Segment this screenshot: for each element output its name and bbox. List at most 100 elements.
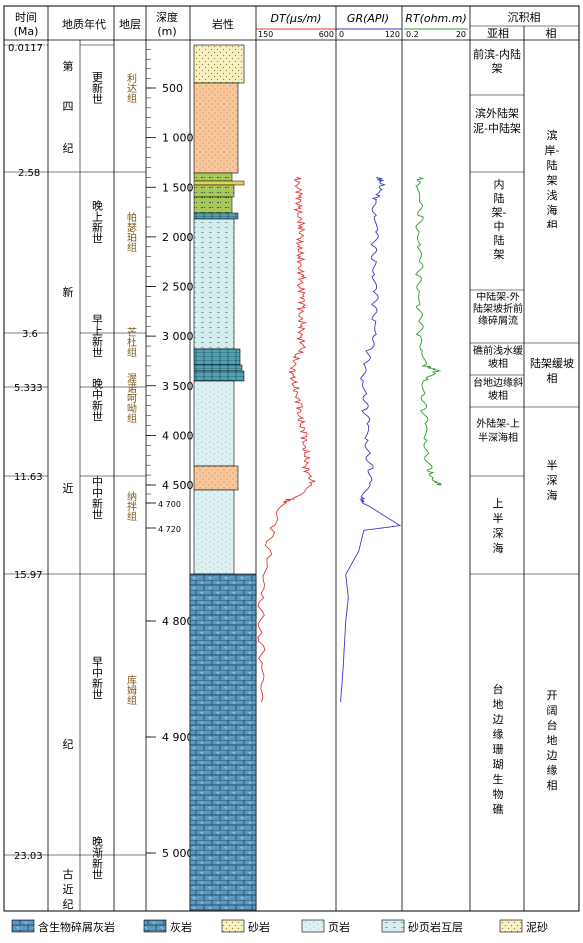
depth-tick-label: 3 500 (162, 380, 194, 393)
epoch-label: 晚渐新世 (91, 836, 104, 880)
lithology-column (189, 44, 257, 911)
formation-labels: 利达组 帕瑟珀组 芒杜组 渥诺呵呦组 纳拌组 库姆组 (125, 73, 137, 705)
legend-swatch (381, 919, 405, 933)
depth-tick-label: 4 500 (162, 479, 194, 492)
formation-label: 帕瑟珀组 (125, 211, 137, 252)
formation-label: 芒杜组 (125, 326, 137, 357)
time-tick: 3.6 (22, 329, 38, 340)
depth-tick-label: 5 000 (162, 847, 194, 860)
header-lithology: 岩性 (212, 17, 234, 31)
dt-scale-max: 600 (319, 30, 334, 39)
age-boundaries (48, 40, 146, 911)
depth-tick-label: 4 000 (162, 429, 194, 442)
litho-sand (193, 44, 245, 84)
depth-tick-label: 4 800 (162, 615, 194, 628)
rt-log-curve (415, 176, 442, 486)
header-time-unit: (Ma) (14, 25, 39, 38)
time-tick: 5.333 (14, 383, 43, 394)
facies-label: 陆架缓坡相 (530, 357, 574, 385)
dt-scale-min: 150 (258, 30, 273, 39)
formation-label: 纳拌组 (125, 490, 137, 521)
header-facies: 沉积相 (508, 11, 541, 24)
legend-label: 页岩 (328, 920, 350, 934)
rt-scale-min: 0.2 (406, 30, 419, 39)
legend-label: 砂页岩互层 (408, 920, 463, 934)
header-rt: RT(ohm.m) (405, 12, 467, 25)
litho-lime-band (193, 364, 243, 372)
column-lines (47, 6, 525, 911)
subfacies-label: 台地边缘珊瑚生物礁 (492, 683, 504, 816)
gr-scale-min: 0 (339, 30, 344, 39)
legend: 含生物碎屑灰岩 灰岩 砂岩 页岩 砂页岩互层 泥砂 (11, 919, 548, 934)
time-tick: 2.58 (18, 168, 40, 179)
era-char: 纪 (63, 738, 74, 751)
era-labels: 第 四 纪 新 近 纪 古 近 纪 (63, 59, 74, 911)
header-depth: 深度 (156, 10, 178, 24)
facies-label: 半深海 (546, 459, 558, 502)
era-char: 第 (63, 59, 74, 73)
depth-tick-label: 4 720 (158, 525, 181, 534)
header-time: 时间 (15, 11, 37, 24)
figure-frame (3, 5, 580, 912)
header-subfacies: 亚相 (487, 27, 509, 40)
litho-interbed (193, 196, 233, 214)
gr-log-curve (340, 176, 402, 703)
rt-scale-max: 20 (456, 30, 466, 39)
subfacies-label: 外陆架-上半深海相 (476, 419, 520, 444)
time-ticks: 0.0117 2.58 3.6 5.333 11.63 15.97 23.03 (4, 43, 48, 862)
subfacies-labels: 前滨-内陆架 滨外陆架泥-中陆架 内陆架-中陆架 中陆架-外陆架坡折前缘碎屑流 … (473, 48, 523, 816)
header-facies-col: 相 (546, 27, 557, 40)
time-tick: 0.0117 (8, 43, 43, 54)
header-stratum: 地层 (119, 18, 141, 31)
subfacies-label: 礁前浅水缓坡相 (473, 346, 523, 370)
formation-label: 库姆组 (125, 674, 137, 705)
depth-tick-label: 1 500 (162, 181, 194, 194)
time-tick: 11.63 (14, 472, 43, 483)
epoch-labels: 更新世 晚上新世 早上新世 晚中新世 中中新世 早中新世 晚渐新世 (91, 72, 104, 881)
epoch-label: 中中新世 (91, 476, 104, 520)
era-char: 近 (63, 482, 74, 495)
facies-labels: 滨岸-陆架浅海相 陆架缓坡相 半深海 开阔台地边缘相 (530, 129, 574, 792)
depth-tick-label: 1 000 (162, 132, 194, 145)
depth-tick-label: 500 (162, 82, 183, 95)
litho-lime-band (193, 212, 239, 220)
era-char: 新 (63, 285, 74, 299)
legend-swatch (221, 919, 245, 933)
header-row: 时间 (Ma) 地质年代 地层 深度 (m) 岩性 DT(μs/m) GR(AP… (4, 10, 579, 41)
formation-label: 渥诺呵呦组 (125, 373, 137, 423)
era-char: 纪 (63, 142, 74, 155)
subfacies-label: 内陆架-中陆架 (491, 178, 507, 261)
header-geologic-age: 地质年代 (62, 17, 106, 31)
legend-swatch (11, 919, 35, 933)
dt-log-curve (257, 176, 316, 703)
legend-swatch (301, 919, 325, 933)
depth-tick-label: 2 500 (162, 281, 194, 294)
time-tick: 15.97 (14, 570, 43, 581)
depth-tick-label: 2 000 (162, 231, 194, 244)
litho-mudsand (193, 82, 239, 174)
litho-shale (193, 380, 235, 467)
facies-label: 开阔台地边缘相 (546, 689, 558, 792)
depth-axis: 500 1 000 1 500 2 000 2 500 3 000 3 500 4 000 4 … (146, 49, 194, 860)
subfacies-label: 前滨-内陆架 (473, 48, 521, 75)
header-depth-unit: (m) (157, 25, 176, 38)
epoch-label: 更新世 (91, 72, 104, 105)
legend-swatch (143, 919, 167, 933)
litho-lime-band (193, 370, 245, 382)
era-char: 近 (63, 883, 74, 896)
header-gr: GR(API) (347, 12, 389, 25)
depth-tick-label: 4 900 (162, 731, 194, 744)
era-char: 四 (63, 100, 74, 113)
subfacies-label: 上半深海 (492, 497, 504, 555)
epoch-label: 晚中新世 (91, 378, 104, 422)
era-char: 纪 (63, 898, 74, 911)
header-dt: DT(μs/m) (271, 12, 322, 25)
era-char: 古 (63, 868, 74, 881)
litho-interbed (193, 172, 233, 182)
subfacies-label: 中陆架-外陆架坡折前缘碎屑流 (473, 292, 523, 327)
gr-scale-max: 120 (385, 30, 400, 39)
epoch-label: 早中新世 (91, 656, 104, 700)
depth-tick-label: 3 000 (162, 330, 194, 343)
facies-label: 滨岸-陆架浅海相 (544, 129, 560, 228)
